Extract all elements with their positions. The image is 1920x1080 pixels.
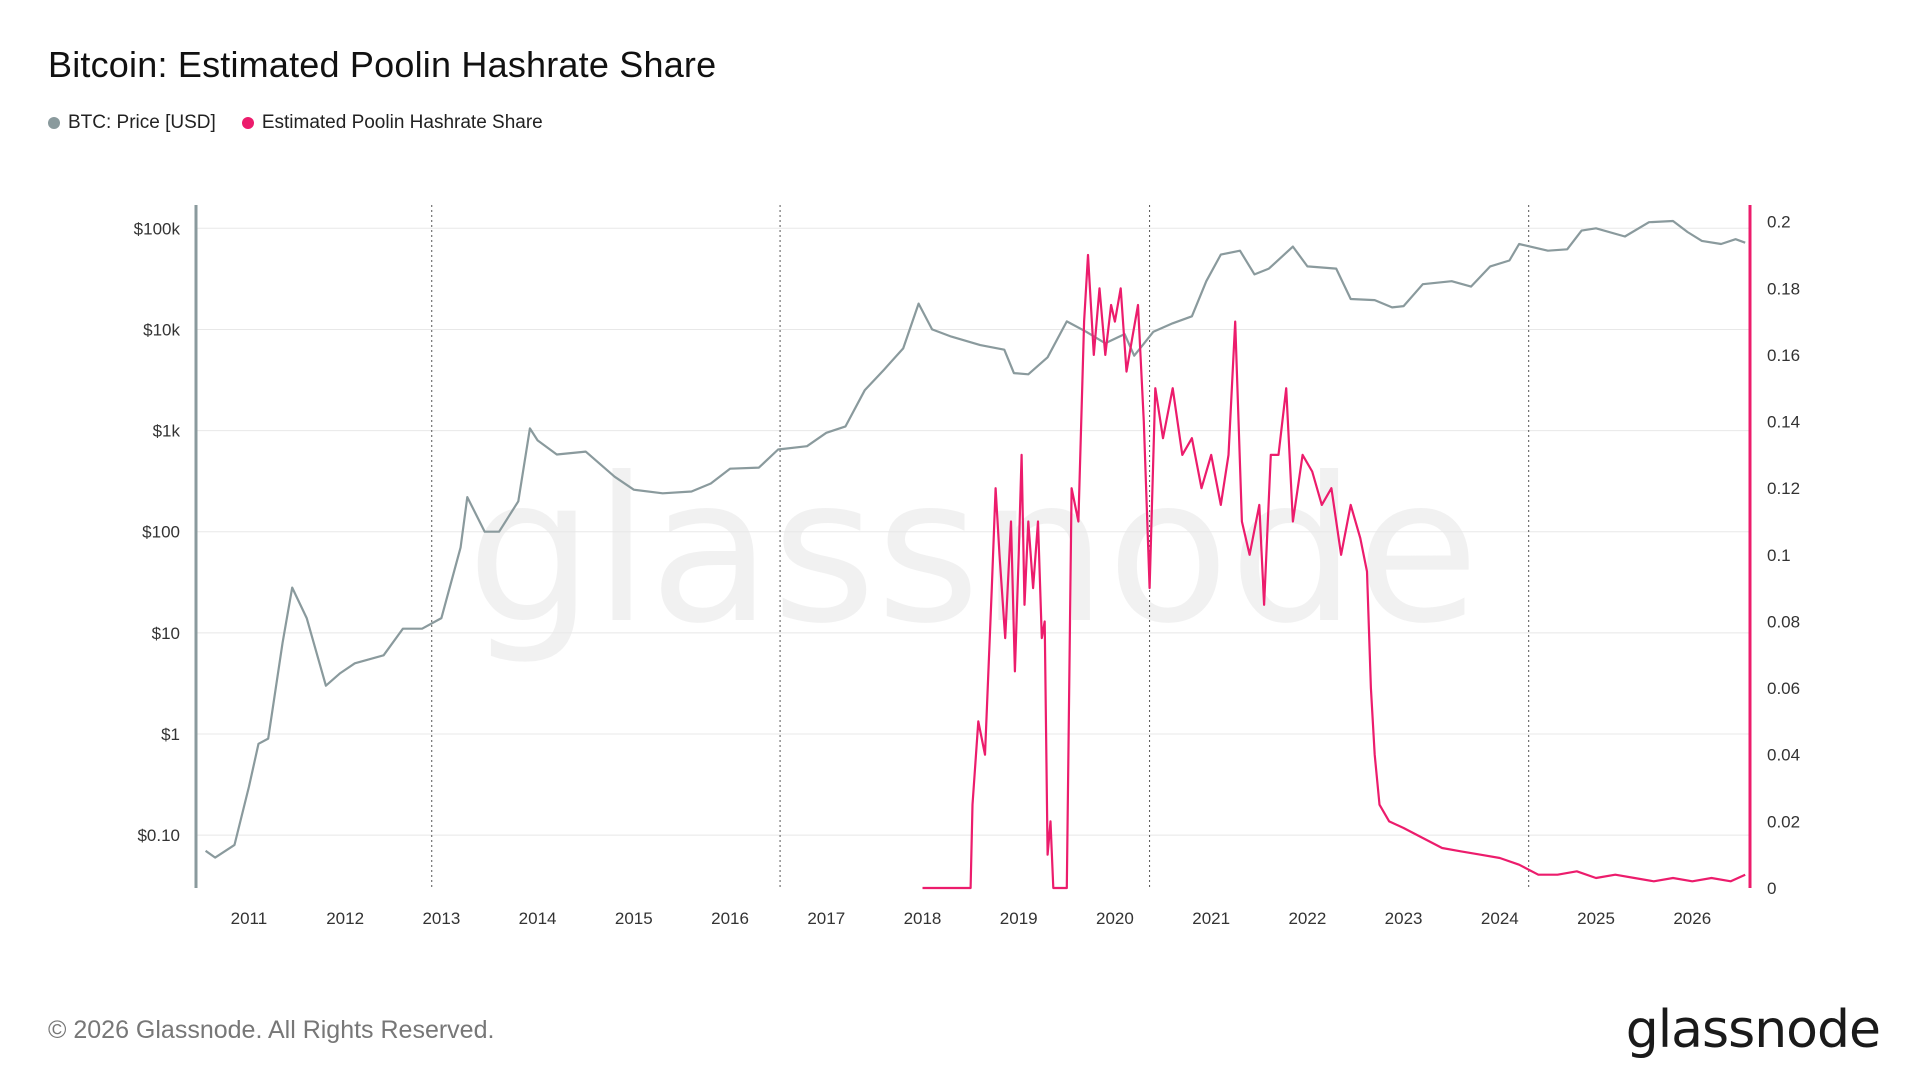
x-tick-label: 2015	[615, 909, 653, 928]
x-tick-label: 2019	[1000, 909, 1038, 928]
x-tick-label: 2013	[422, 909, 460, 928]
chart-title: Bitcoin: Estimated Poolin Hashrate Share	[48, 44, 717, 85]
x-tick-label: 2014	[519, 909, 557, 928]
y-left-tick-label: $100	[142, 523, 180, 542]
x-tick-label: 2021	[1192, 909, 1230, 928]
x-tick-label: 2012	[326, 909, 364, 928]
y-right-tick-label: 0	[1767, 879, 1776, 898]
x-tick-label: 2016	[711, 909, 749, 928]
legend-share-label: Estimated Poolin Hashrate Share	[261, 112, 543, 133]
x-tick-label: 2026	[1673, 909, 1711, 928]
series-line-poolin-share	[922, 253, 1746, 890]
y-right-tick-label: 0.06	[1767, 679, 1800, 698]
x-tick-label: 2017	[807, 909, 845, 928]
y-left-tick-label: $10	[152, 624, 180, 643]
x-tick-label: 2020	[1096, 909, 1134, 928]
y-right-tick-label: 0.08	[1767, 612, 1800, 631]
x-tick-label: 2023	[1385, 909, 1423, 928]
y-right-tick-label: 0.14	[1767, 413, 1800, 432]
x-tick-label: 2011	[231, 909, 268, 928]
legend-share-marker	[241, 117, 254, 129]
x-tick-label: 2022	[1288, 909, 1326, 928]
series-line-price	[204, 219, 1746, 859]
y-right-tick-label: 0.1	[1767, 546, 1791, 565]
y-left-tick-label: $100k	[134, 219, 181, 238]
legend-price-label: BTC: Price [USD]	[68, 112, 216, 133]
y-right-tick-label: 0.02	[1767, 812, 1800, 831]
y-left-tick-label: $0.10	[137, 826, 180, 845]
y-right-tick-label: 0.04	[1767, 746, 1800, 765]
y-left-tick-label: $1	[161, 725, 180, 744]
glassnode-logo: glassnode	[1625, 1000, 1881, 1060]
y-right-tick-label: 0.2	[1767, 213, 1791, 232]
x-tick-label: 2018	[904, 909, 942, 928]
legend-item-share[interactable]: Estimated Poolin Hashrate Share	[241, 112, 543, 134]
y-right-tick-label: 0.16	[1767, 346, 1800, 365]
watermark: glassnode	[467, 435, 1480, 668]
x-tick-label: 2024	[1481, 909, 1519, 928]
legend-price-marker	[48, 117, 60, 129]
y-right-tick-label: 0.18	[1767, 279, 1800, 298]
y-right-tick-label: 0.12	[1767, 479, 1800, 498]
y-left-tick-label: $10k	[143, 320, 180, 339]
copyright-footer: © 2026 Glassnode. All Rights Reserved.	[48, 1016, 495, 1044]
y-left-tick-label: $1k	[153, 422, 181, 441]
x-tick-label: 2025	[1577, 909, 1615, 928]
legend: BTC: Price [USD] Estimated Poolin Hashra…	[48, 112, 543, 134]
legend-item-price[interactable]: BTC: Price [USD]	[48, 112, 216, 134]
